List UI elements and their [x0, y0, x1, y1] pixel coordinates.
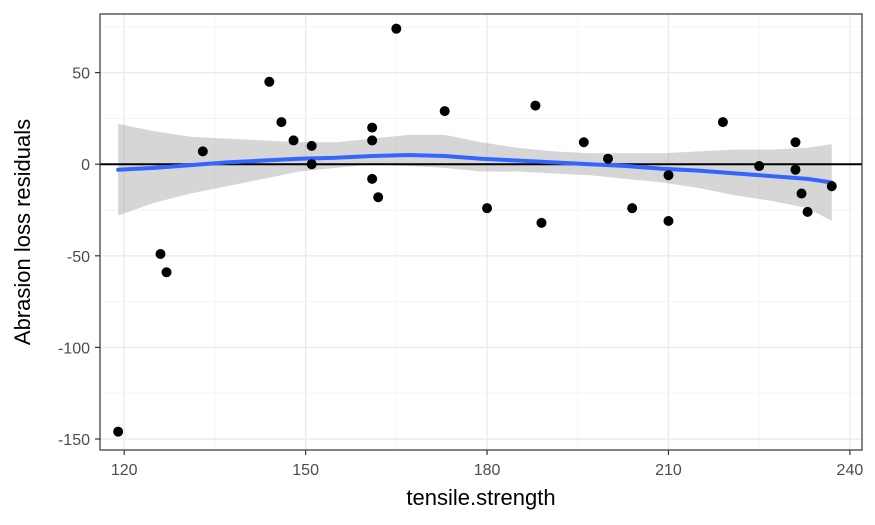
data-point	[367, 173, 378, 184]
x-axis-title: tensile.strength	[406, 485, 555, 510]
data-point	[796, 188, 807, 199]
data-point	[754, 161, 765, 172]
data-point	[367, 122, 378, 133]
data-point	[578, 137, 589, 148]
smooth-line	[116, 153, 834, 185]
data-point	[790, 164, 801, 175]
y-tick-label: -100	[58, 340, 90, 357]
data-point	[373, 192, 384, 203]
confidence-band	[118, 123, 832, 222]
x-tick-label: 120	[111, 462, 138, 479]
y-axis-title: Abrasion loss residuals	[10, 119, 35, 345]
y-axis-ticks: -150 -100 -50 0 50	[58, 66, 100, 449]
confidence-band-layer	[118, 123, 832, 222]
x-tick-label: 210	[655, 462, 682, 479]
data-point	[663, 216, 674, 227]
data-point	[482, 203, 493, 214]
y-tick-label: 0	[81, 157, 90, 174]
data-point	[197, 146, 208, 157]
grid-layer	[100, 14, 862, 450]
data-point	[790, 137, 801, 148]
data-point	[603, 153, 613, 164]
data-point	[276, 117, 287, 128]
data-point	[155, 248, 166, 259]
y-tick-label: 50	[72, 66, 90, 83]
data-point	[288, 135, 299, 146]
x-tick-label: 150	[292, 462, 319, 479]
data-point	[663, 170, 674, 181]
data-point	[530, 100, 541, 111]
data-point	[367, 135, 378, 146]
data-point	[391, 23, 402, 34]
data-point	[113, 426, 124, 437]
y-tick-label: -50	[67, 249, 90, 266]
data-point	[717, 117, 728, 128]
smooth-line-layer	[116, 153, 834, 185]
data-point	[802, 206, 813, 217]
data-point	[826, 181, 837, 192]
data-point	[306, 159, 317, 170]
data-point	[161, 267, 172, 278]
data-point	[264, 76, 275, 87]
points-layer	[113, 23, 837, 437]
data-point	[627, 203, 638, 214]
y-tick-label: -150	[58, 432, 90, 449]
data-point	[439, 106, 450, 117]
data-point	[536, 217, 547, 228]
panel-border	[99, 13, 863, 451]
x-tick-label: 180	[474, 462, 501, 479]
data-point	[306, 140, 317, 151]
x-axis-ticks: 120 150 180 210 240	[111, 450, 864, 479]
x-tick-label: 240	[837, 462, 864, 479]
